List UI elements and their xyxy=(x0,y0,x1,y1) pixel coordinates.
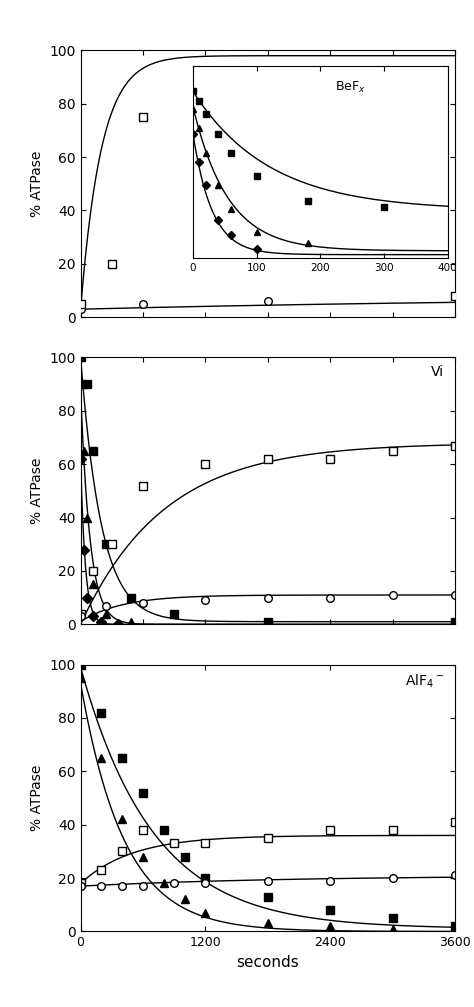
Y-axis label: % ATPase: % ATPase xyxy=(30,458,44,524)
Text: Vi: Vi xyxy=(431,366,444,380)
Y-axis label: % ATPase: % ATPase xyxy=(30,151,44,217)
X-axis label: seconds: seconds xyxy=(237,955,299,970)
Text: AlF$_4$$^-$: AlF$_4$$^-$ xyxy=(405,673,444,690)
Y-axis label: % ATPase: % ATPase xyxy=(30,765,44,831)
